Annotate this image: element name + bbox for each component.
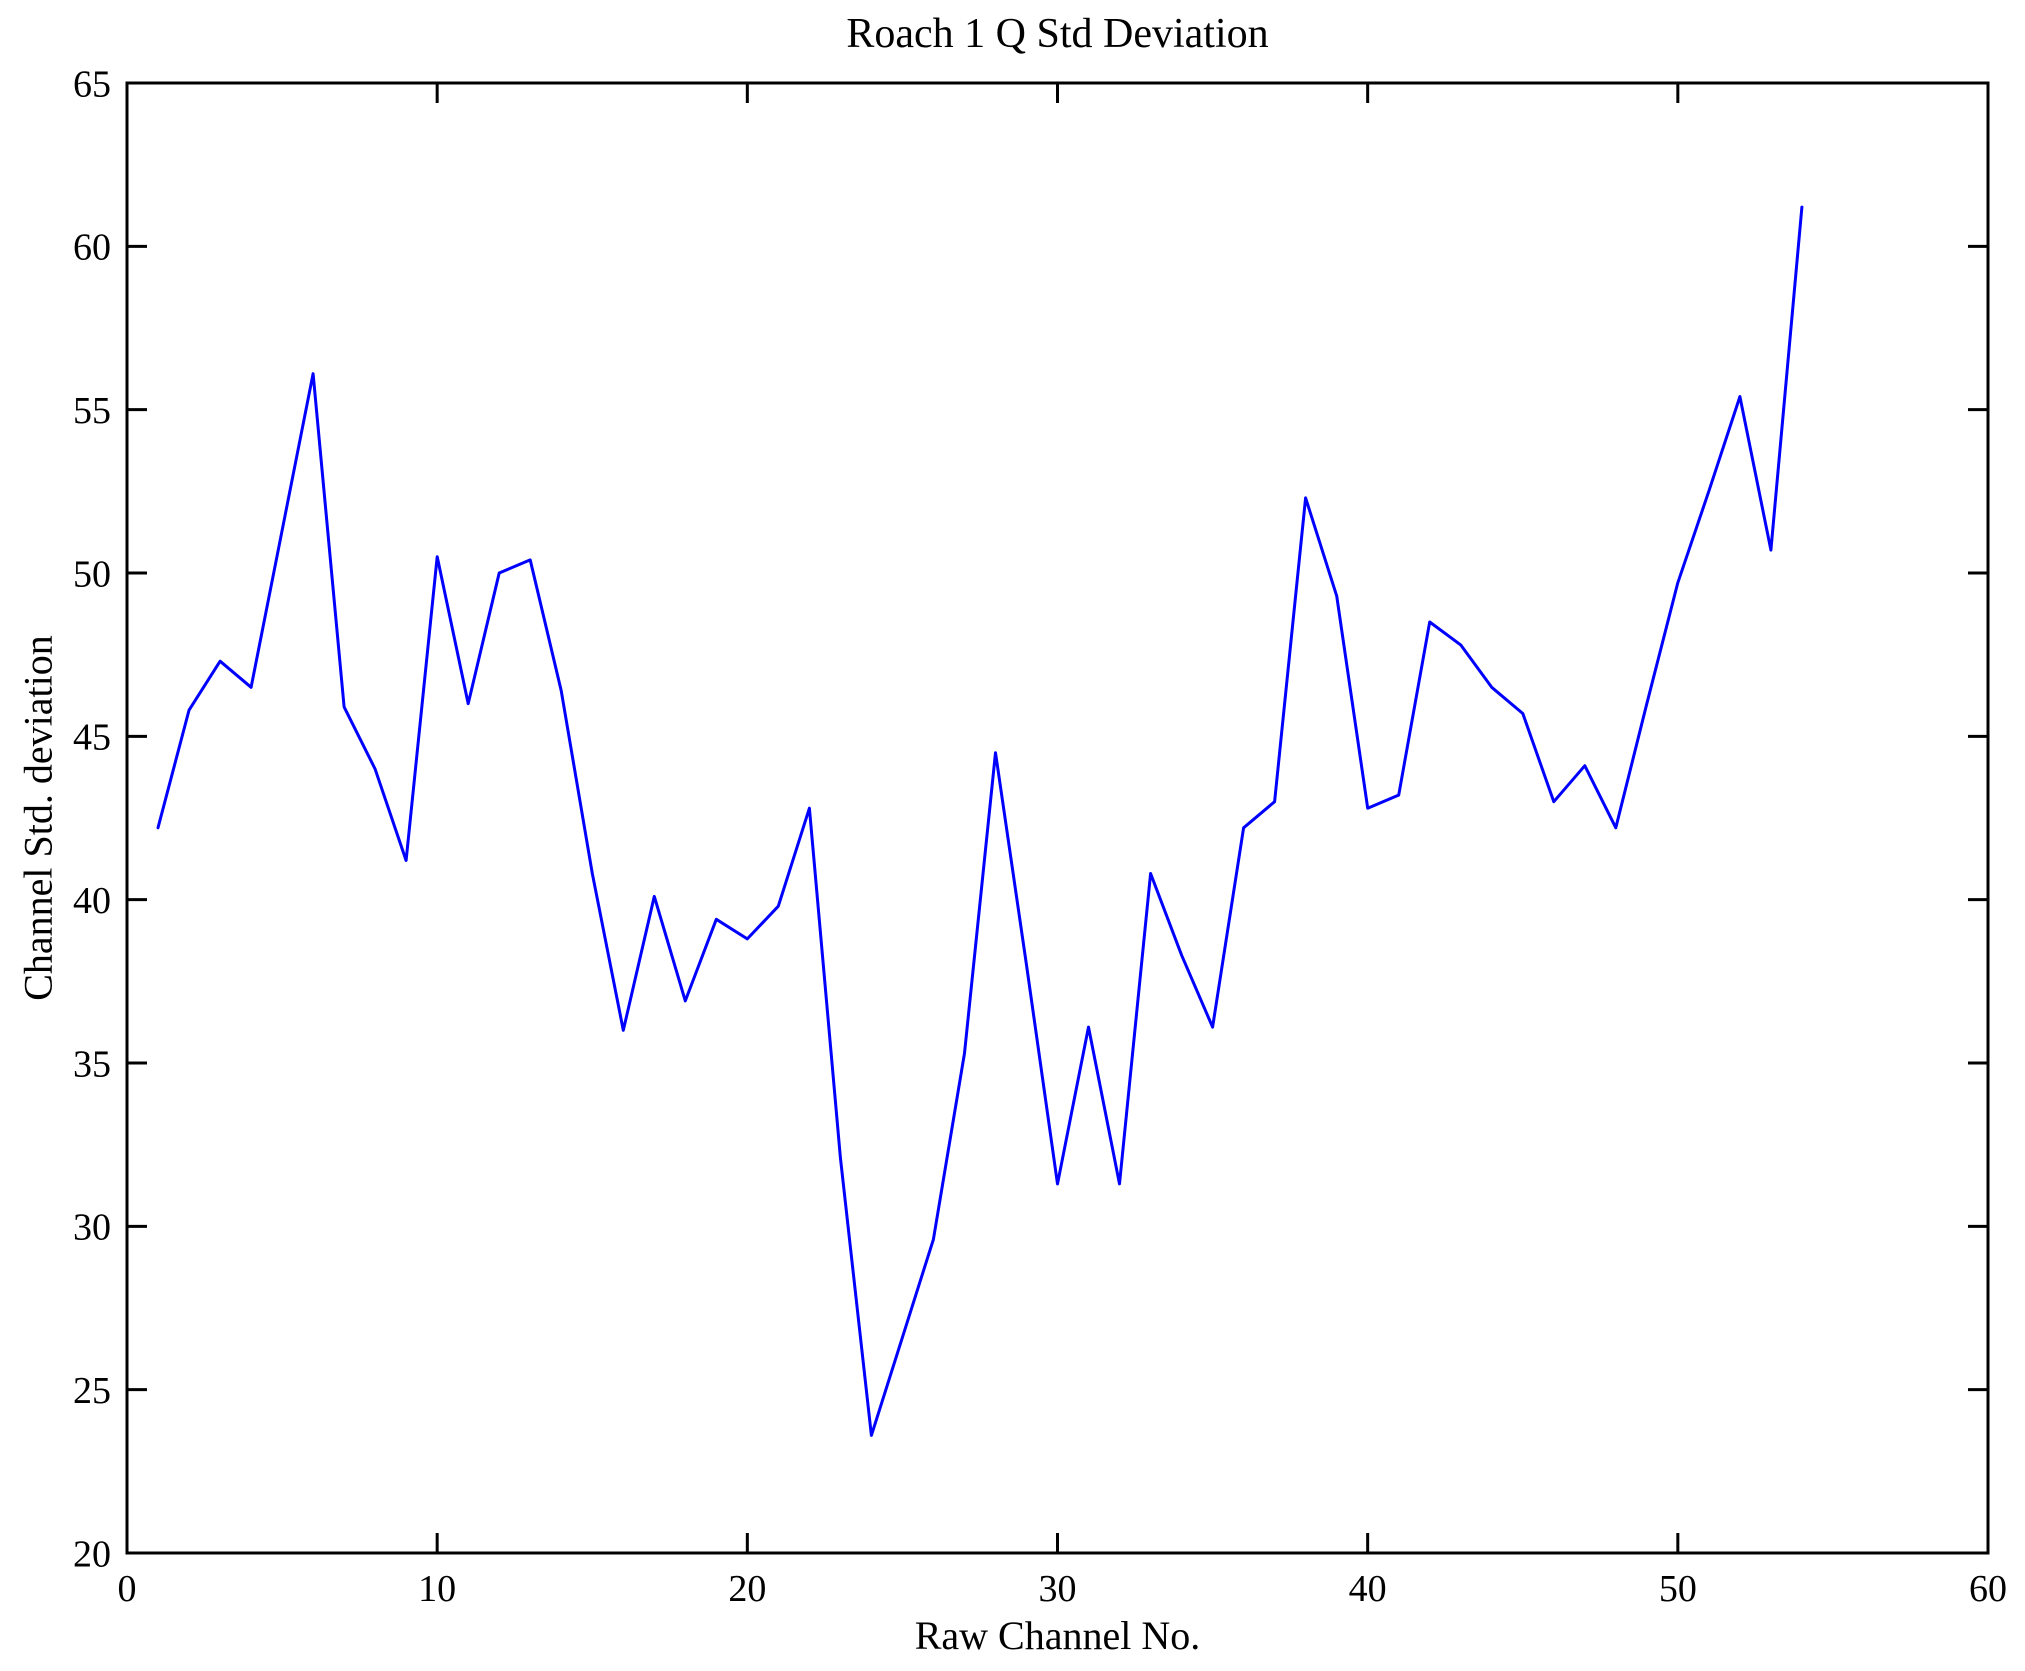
x-tick-label: 30 <box>1039 1568 1077 1610</box>
chart-title: Roach 1 Q Std Deviation <box>846 11 1269 57</box>
y-tick-label: 45 <box>73 717 111 759</box>
x-tick-label: 60 <box>1969 1568 2007 1610</box>
y-tick-label: 20 <box>73 1533 111 1575</box>
data-line <box>156 205 1804 1437</box>
y-tick-label: 50 <box>73 553 111 595</box>
y-tick-label: 65 <box>73 63 111 105</box>
x-tick-label: 10 <box>418 1568 456 1610</box>
y-tick-label: 60 <box>73 227 111 269</box>
x-tick-label: 0 <box>118 1568 137 1610</box>
y-tick-label: 25 <box>73 1370 111 1412</box>
axes-box <box>125 81 1990 1555</box>
y-axis-label: Channel Std. deviation <box>15 635 61 1001</box>
x-tick-label: 50 <box>1659 1568 1697 1610</box>
y-tick-label: 35 <box>73 1043 111 1085</box>
x-tick-label: 40 <box>1349 1568 1387 1610</box>
x-axis-label: Raw Channel No. <box>914 1613 1201 1658</box>
y-tick-label: 30 <box>73 1207 111 1249</box>
x-tick-label: 20 <box>728 1568 766 1610</box>
y-tick-label: 55 <box>73 390 111 432</box>
y-tick-label: 40 <box>73 880 111 922</box>
